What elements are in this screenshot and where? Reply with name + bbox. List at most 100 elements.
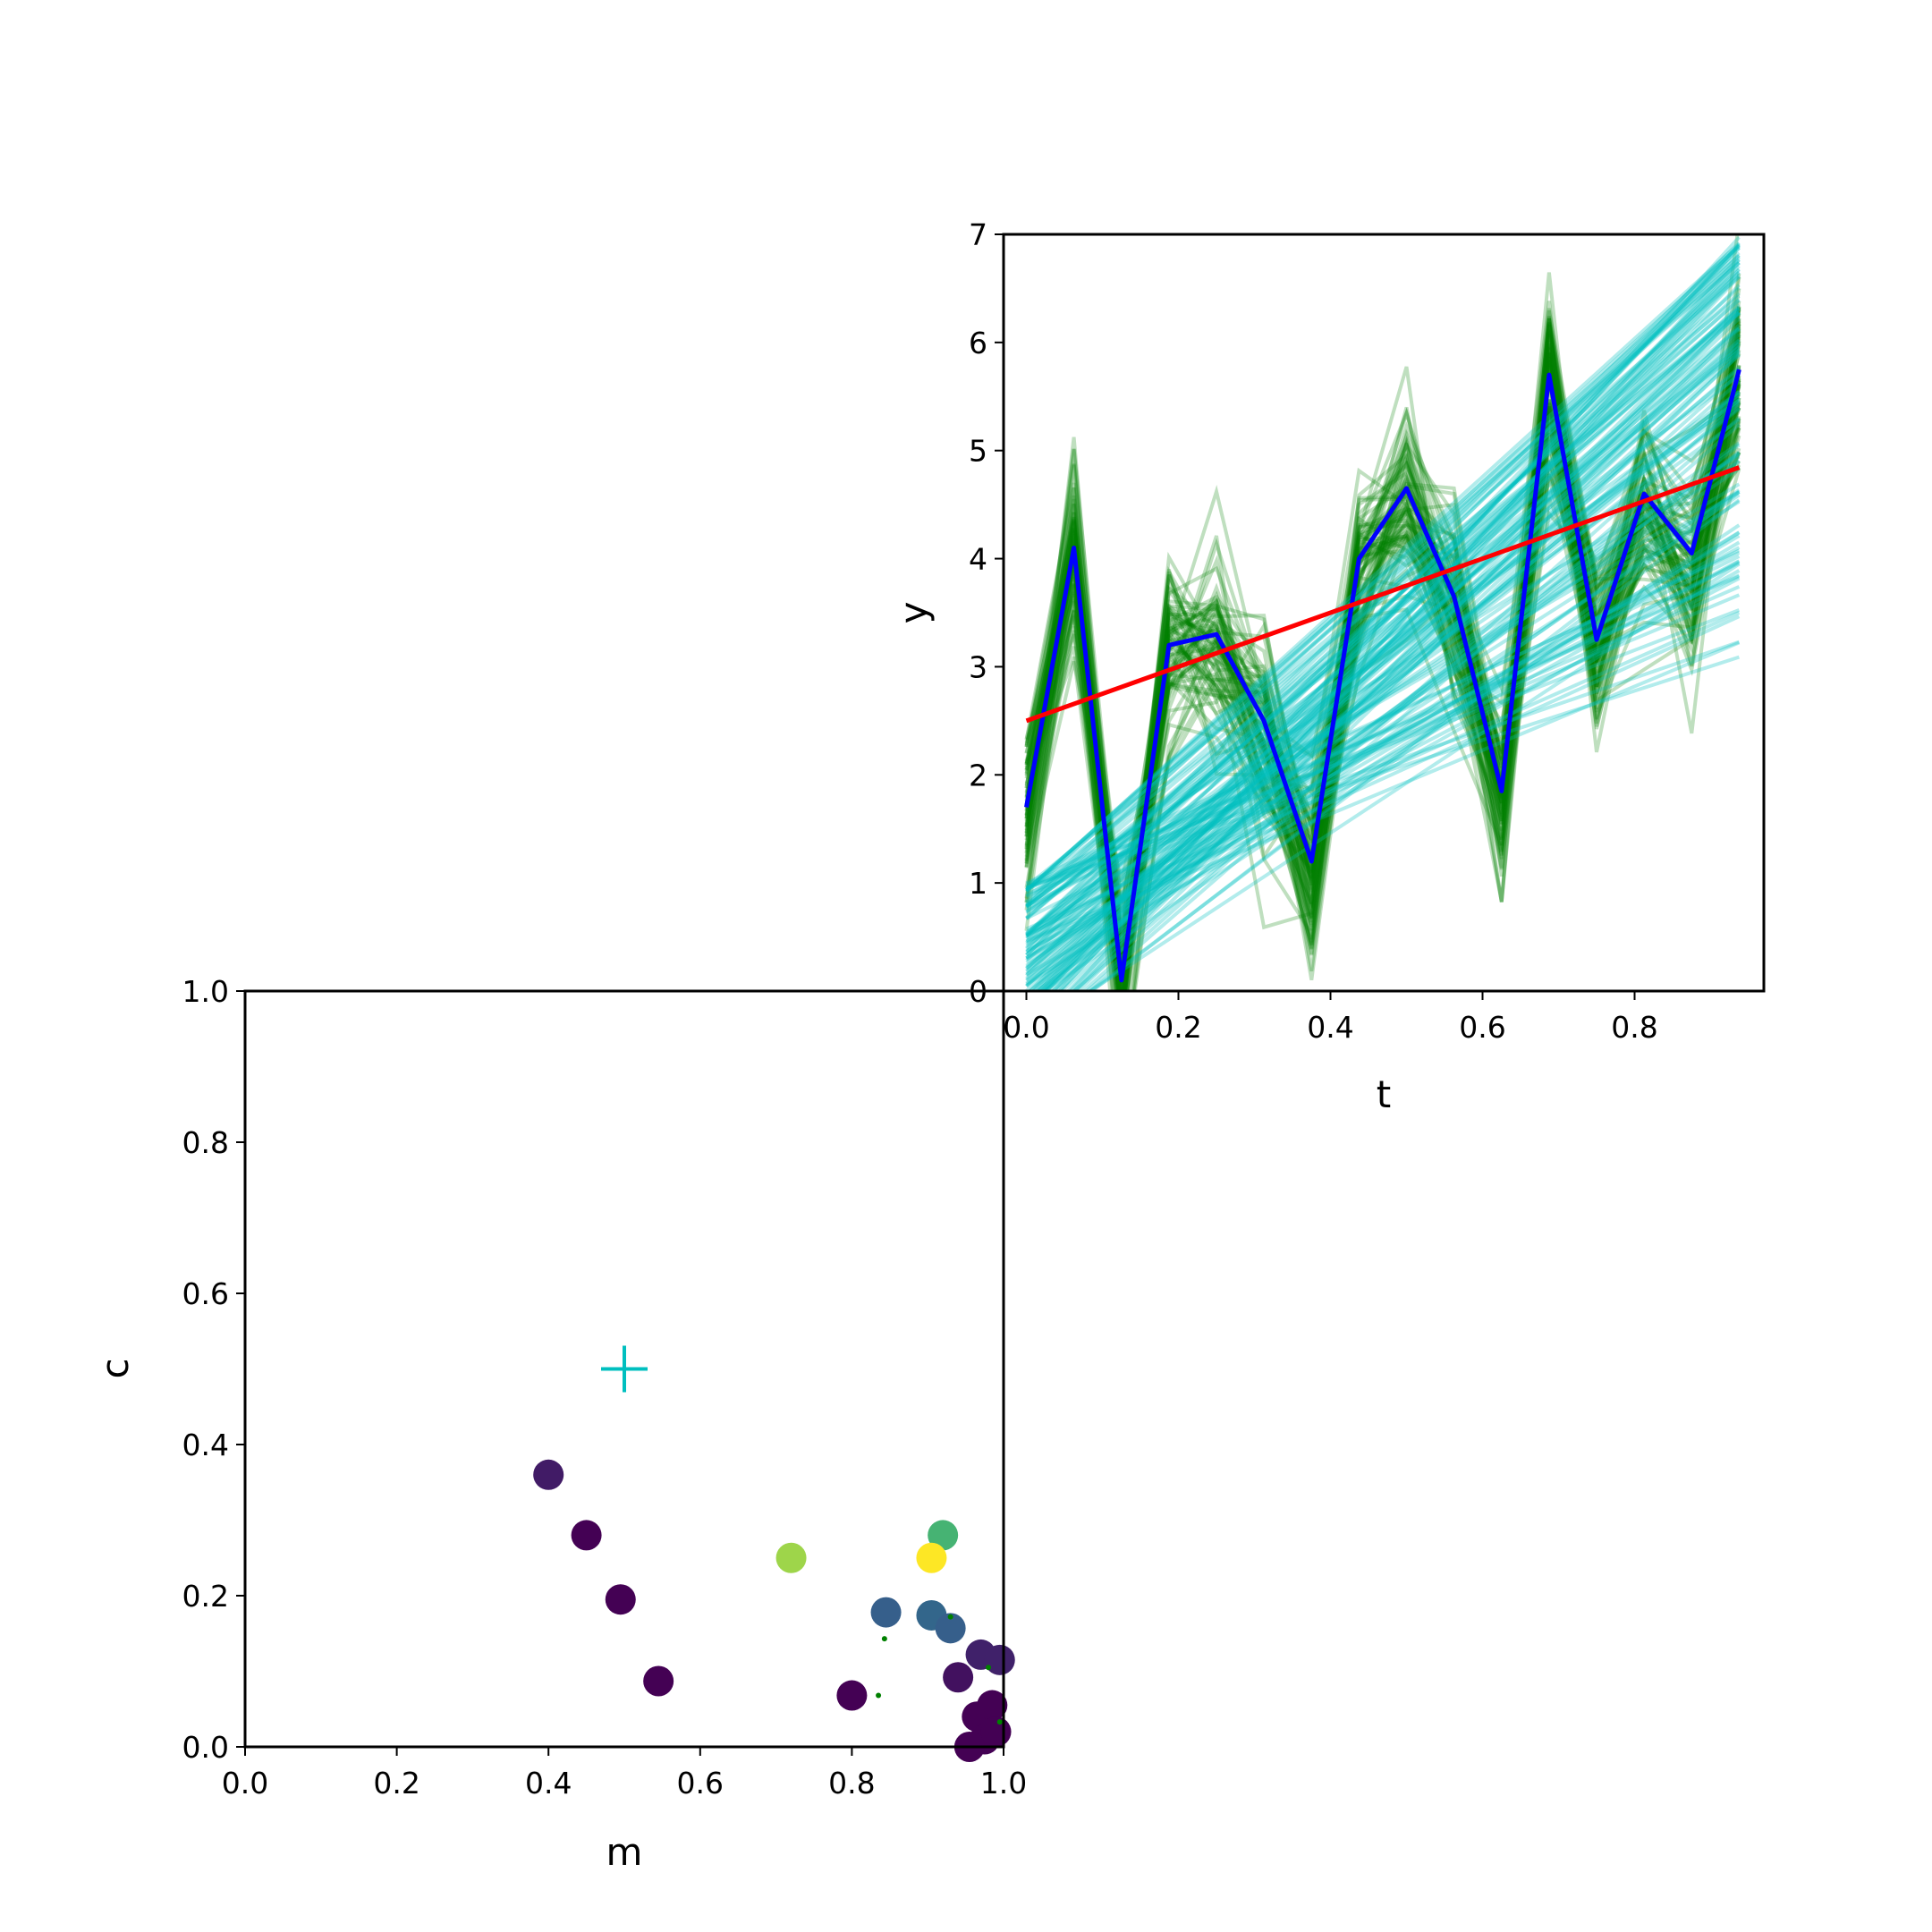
- posterior-sample-line: [1025, 326, 1741, 970]
- predictive-sample-line: [1024, 306, 1741, 991]
- posterior-sample-line: [1025, 260, 1741, 892]
- sample-dot: [876, 1692, 882, 1699]
- posterior-sample-line: [1025, 530, 1741, 960]
- true-model-line: [1025, 465, 1741, 724]
- posterior-sample-line: [1025, 348, 1741, 956]
- posterior-sample-line: [1025, 443, 1741, 991]
- predictive-sample-line: [1024, 352, 1741, 991]
- posterior-sample-line: [1036, 270, 1741, 991]
- posterior-sample-line: [1025, 298, 1741, 940]
- scatter-y-tick-label: 0.8: [182, 1125, 229, 1160]
- line-y-tick-label: 3: [969, 649, 987, 684]
- scatter-plot-panel: 0.0 0.2 0.4 0.6 0.8 1.0 0.00.20.40.60.81.0 m …: [93, 974, 1027, 1874]
- posterior-sample-line: [1025, 242, 1741, 893]
- scatter-points: [533, 1459, 1015, 1762]
- scatter-x-tick-label: 0.0: [222, 1766, 268, 1801]
- posterior-sample-line: [1025, 493, 1741, 987]
- scatter-point: [870, 1597, 902, 1628]
- posterior-sample-line: [1025, 460, 1741, 937]
- posterior-sample-line: [1025, 611, 1741, 931]
- posterior-sample-line: [1025, 305, 1741, 956]
- predictive-sample-line: [1024, 402, 1741, 953]
- scatter-x-tick-label: 1.0: [980, 1766, 1027, 1801]
- posterior-sample-line: [1036, 317, 1741, 991]
- posterior-sample-line: [1025, 392, 1741, 936]
- predictive-sample-line: [1024, 382, 1741, 991]
- posterior-sample-line: [1025, 345, 1741, 988]
- line-plot-frame: [1002, 233, 1766, 993]
- predictive-sample-line: [1024, 401, 1741, 985]
- posterior-sample-line: [1089, 490, 1741, 991]
- posterior-sample-line: [1050, 306, 1741, 991]
- posterior-sample-line: [1026, 450, 1741, 991]
- scatter-point: [775, 1542, 807, 1573]
- predictive-sample-line: [1024, 306, 1741, 945]
- posterior-sample-line: [1087, 562, 1741, 991]
- line-x-tick-label: 0.8: [1611, 1010, 1657, 1045]
- scatter-point: [571, 1520, 602, 1551]
- predictive-sample-line: [1024, 365, 1741, 991]
- posterior-sample-line: [1025, 342, 1741, 962]
- posterior-sample-line: [1040, 380, 1741, 991]
- scatter-y-tick-label: 0.6: [182, 1276, 229, 1311]
- predictive-sample-line: [1024, 376, 1741, 991]
- predictive-sample-line: [1024, 334, 1741, 943]
- scatter-plot-y-label: c: [93, 1358, 137, 1378]
- posterior-sample-line: [1025, 640, 1741, 889]
- posterior-sample-line: [1025, 546, 1741, 938]
- predictive-sample-line: [1024, 309, 1741, 991]
- predictive-sample-line: [1024, 307, 1741, 968]
- predictive-sample-line: [1024, 272, 1741, 991]
- predictive-sample-line: [1024, 346, 1741, 987]
- posterior-sample-line: [1059, 353, 1741, 991]
- posterior-sample-line: [1025, 608, 1741, 886]
- scatter-point: [980, 1716, 1012, 1748]
- posterior-sample-line: [1025, 310, 1741, 888]
- posterior-sample-line: [1025, 393, 1741, 972]
- line-x-tick-label: 0.4: [1307, 1010, 1353, 1045]
- line-y-tick-label: 5: [969, 434, 987, 469]
- posterior-sample-line: [1056, 275, 1741, 991]
- sample-dot: [881, 1636, 887, 1642]
- line-plot-x-ticks: 0.0 0.2 0.4 0.6 0.8: [1003, 991, 1658, 1045]
- predictive-sample-line: [1024, 418, 1741, 932]
- posterior-sample-line: [1025, 452, 1741, 940]
- sample-dot: [996, 1719, 1003, 1725]
- predictive-sample-line: [1024, 382, 1741, 928]
- posterior-sample-line: [1025, 559, 1741, 937]
- predictive-sample-line: [1024, 328, 1741, 991]
- predictive-sample-line: [1024, 391, 1741, 991]
- posterior-sample-line: [1025, 337, 1741, 946]
- posterior-sample-line: [1025, 368, 1741, 960]
- posterior-sample-line: [1025, 258, 1741, 892]
- posterior-sample-line: [1025, 308, 1741, 936]
- posterior-sample-line: [1025, 500, 1741, 961]
- posterior-sample-line: [1065, 327, 1741, 991]
- scatter-y-tick-label: 0.2: [182, 1579, 229, 1614]
- posterior-sample-line: [1025, 548, 1741, 890]
- scatter-point: [533, 1459, 564, 1490]
- predictive-sample-line: [1024, 349, 1741, 963]
- posterior-sample-line: [1040, 311, 1741, 991]
- posterior-sample-line: [1025, 561, 1741, 920]
- predictive-sample-line: [1024, 313, 1741, 978]
- posterior-sample-line: [1044, 284, 1741, 991]
- posterior-sample-line: [1025, 576, 1741, 953]
- true-parameter-marker: [601, 1345, 648, 1393]
- posterior-sample-line: [1025, 339, 1741, 970]
- posterior-sample-line: [1025, 407, 1741, 974]
- predictive-sample-line: [1024, 338, 1741, 935]
- posterior-sample-line: [1025, 466, 1741, 968]
- observed-data-line: [1024, 369, 1741, 983]
- scatter-y-tick-label: 0.0: [182, 1730, 229, 1765]
- scatter-y-tick-label: 0.4: [182, 1428, 229, 1462]
- posterior-sample-line: [1025, 395, 1741, 976]
- line-y-tick-label: 1: [969, 866, 987, 901]
- posterior-sample-line: [1025, 265, 1741, 957]
- predictive-sample-line: [1024, 368, 1741, 883]
- posterior-sample-line: [1087, 498, 1741, 991]
- line-y-tick-label: 6: [969, 326, 987, 360]
- scatter-point: [928, 1520, 959, 1551]
- posterior-sample-line: [1028, 246, 1741, 991]
